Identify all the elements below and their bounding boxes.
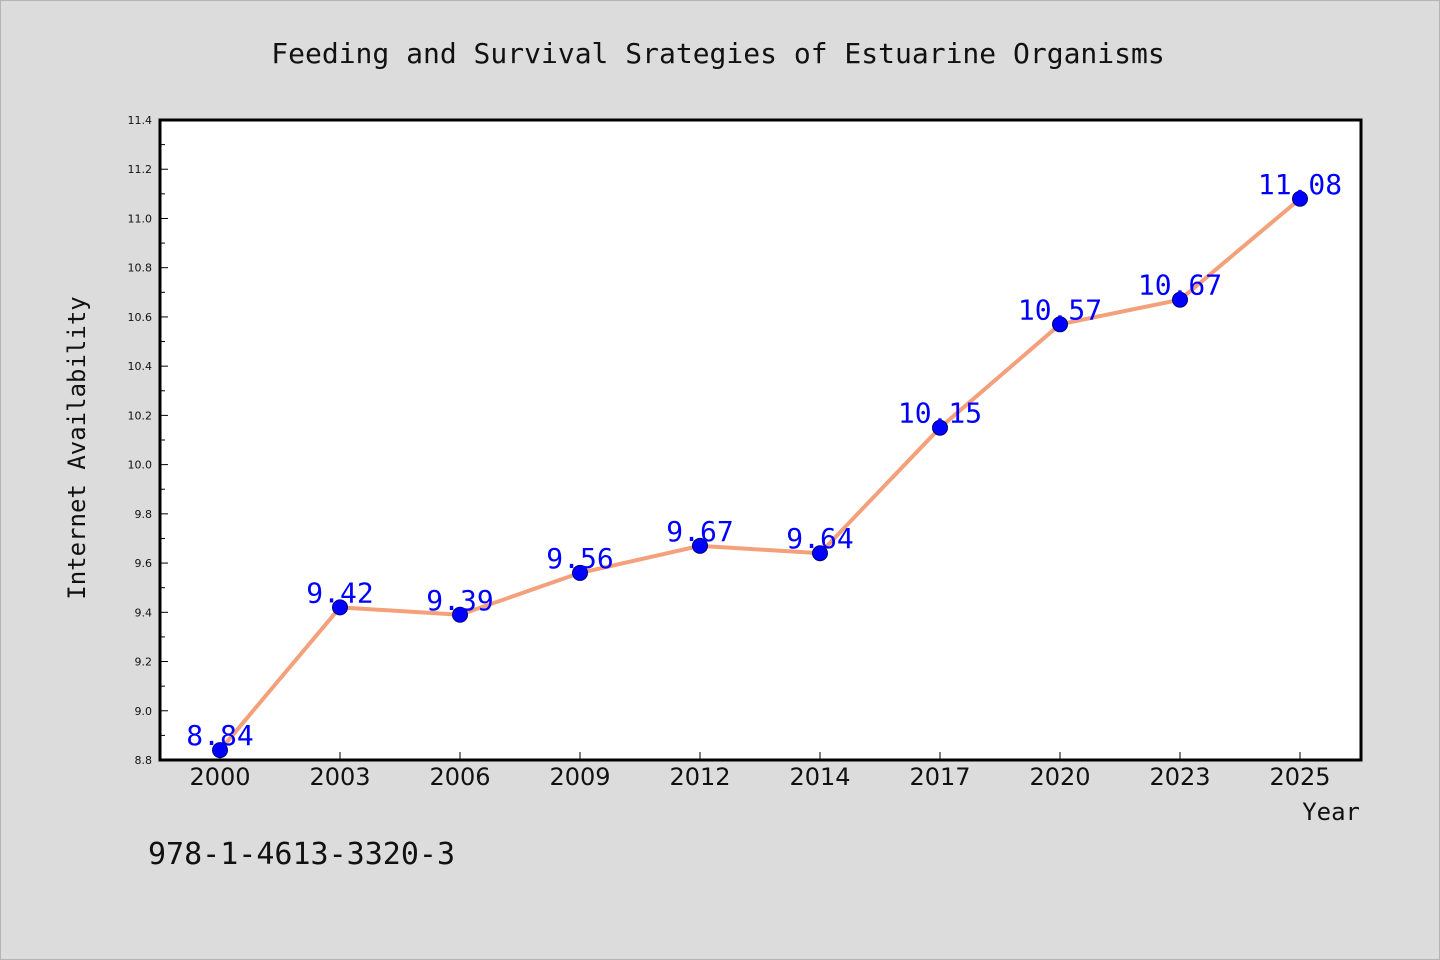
- y-tick-label: 11.0: [128, 212, 153, 225]
- data-label: 10.67: [1138, 269, 1222, 302]
- x-tick-label: 2020: [1029, 763, 1090, 791]
- data-point: [1292, 190, 1308, 207]
- x-tick-label: 2003: [309, 763, 370, 791]
- plot-area: [160, 120, 1361, 760]
- x-tick-label: 2006: [429, 763, 490, 791]
- data-point: [812, 545, 828, 562]
- data-label: 9.64: [786, 522, 853, 555]
- y-tick-label: 8.8: [135, 754, 153, 767]
- y-tick-label: 10.0: [128, 459, 153, 472]
- y-tick-label: 11.4: [128, 114, 153, 127]
- y-tick-label: 9.4: [135, 606, 153, 619]
- data-point: [452, 606, 468, 623]
- data-point: [572, 564, 588, 581]
- data-label: 8.84: [186, 719, 253, 752]
- y-axis-label: Internet Availability: [63, 296, 91, 599]
- x-tick-label: 2023: [1149, 763, 1210, 791]
- data-point: [332, 599, 348, 616]
- data-point: [932, 419, 948, 436]
- y-tick-label: 9.8: [135, 508, 153, 521]
- data-point: [1172, 291, 1188, 308]
- x-tick-label: 2009: [549, 763, 610, 791]
- x-tick-label: 2012: [669, 763, 730, 791]
- chart-title: Feeding and Survival Srategies of Estuar…: [271, 37, 1164, 70]
- data-point: [692, 537, 708, 554]
- plot-border: [158, 118, 1363, 762]
- data-markers: [212, 190, 1308, 759]
- data-label: 9.56: [546, 542, 613, 575]
- y-tick-label: 10.8: [128, 262, 153, 275]
- data-label: 11.08: [1258, 168, 1342, 201]
- data-label: 9.67: [666, 515, 733, 548]
- data-label: 9.42: [306, 576, 373, 609]
- series-line: [218, 197, 1302, 752]
- y-tick-label: 9.2: [135, 656, 153, 669]
- data-point: [212, 742, 228, 759]
- data-label: 10.57: [1018, 293, 1102, 326]
- data-labels: 8.84 9.42 9.39 9.56 9.67 9.64 10.15 10.57 10.67 1…: [186, 168, 1342, 752]
- y-tick-label: 10.2: [128, 409, 153, 422]
- data-label: 10.15: [898, 397, 982, 430]
- y-tick-label: 11.2: [128, 163, 153, 176]
- x-axis-label: Year: [1302, 798, 1360, 826]
- x-tick-label: 2000: [189, 763, 250, 791]
- x-tick-label: 2025: [1269, 763, 1330, 791]
- y-tick-label: 10.4: [128, 360, 153, 373]
- isbn-footer: 978-1-4613-3320-3: [148, 837, 455, 872]
- x-tick-label: 2014: [789, 763, 850, 791]
- x-axis: 2000 2003 2006 2009 2012 2014 2017 2020 2023 2025: [189, 752, 1331, 791]
- data-point: [1052, 316, 1068, 333]
- y-tick-label: 9.0: [135, 705, 153, 718]
- y-tick-label: 9.6: [135, 557, 153, 570]
- y-tick-label: 10.6: [128, 311, 153, 324]
- data-label: 9.39: [426, 584, 493, 617]
- x-tick-label: 2017: [909, 763, 970, 791]
